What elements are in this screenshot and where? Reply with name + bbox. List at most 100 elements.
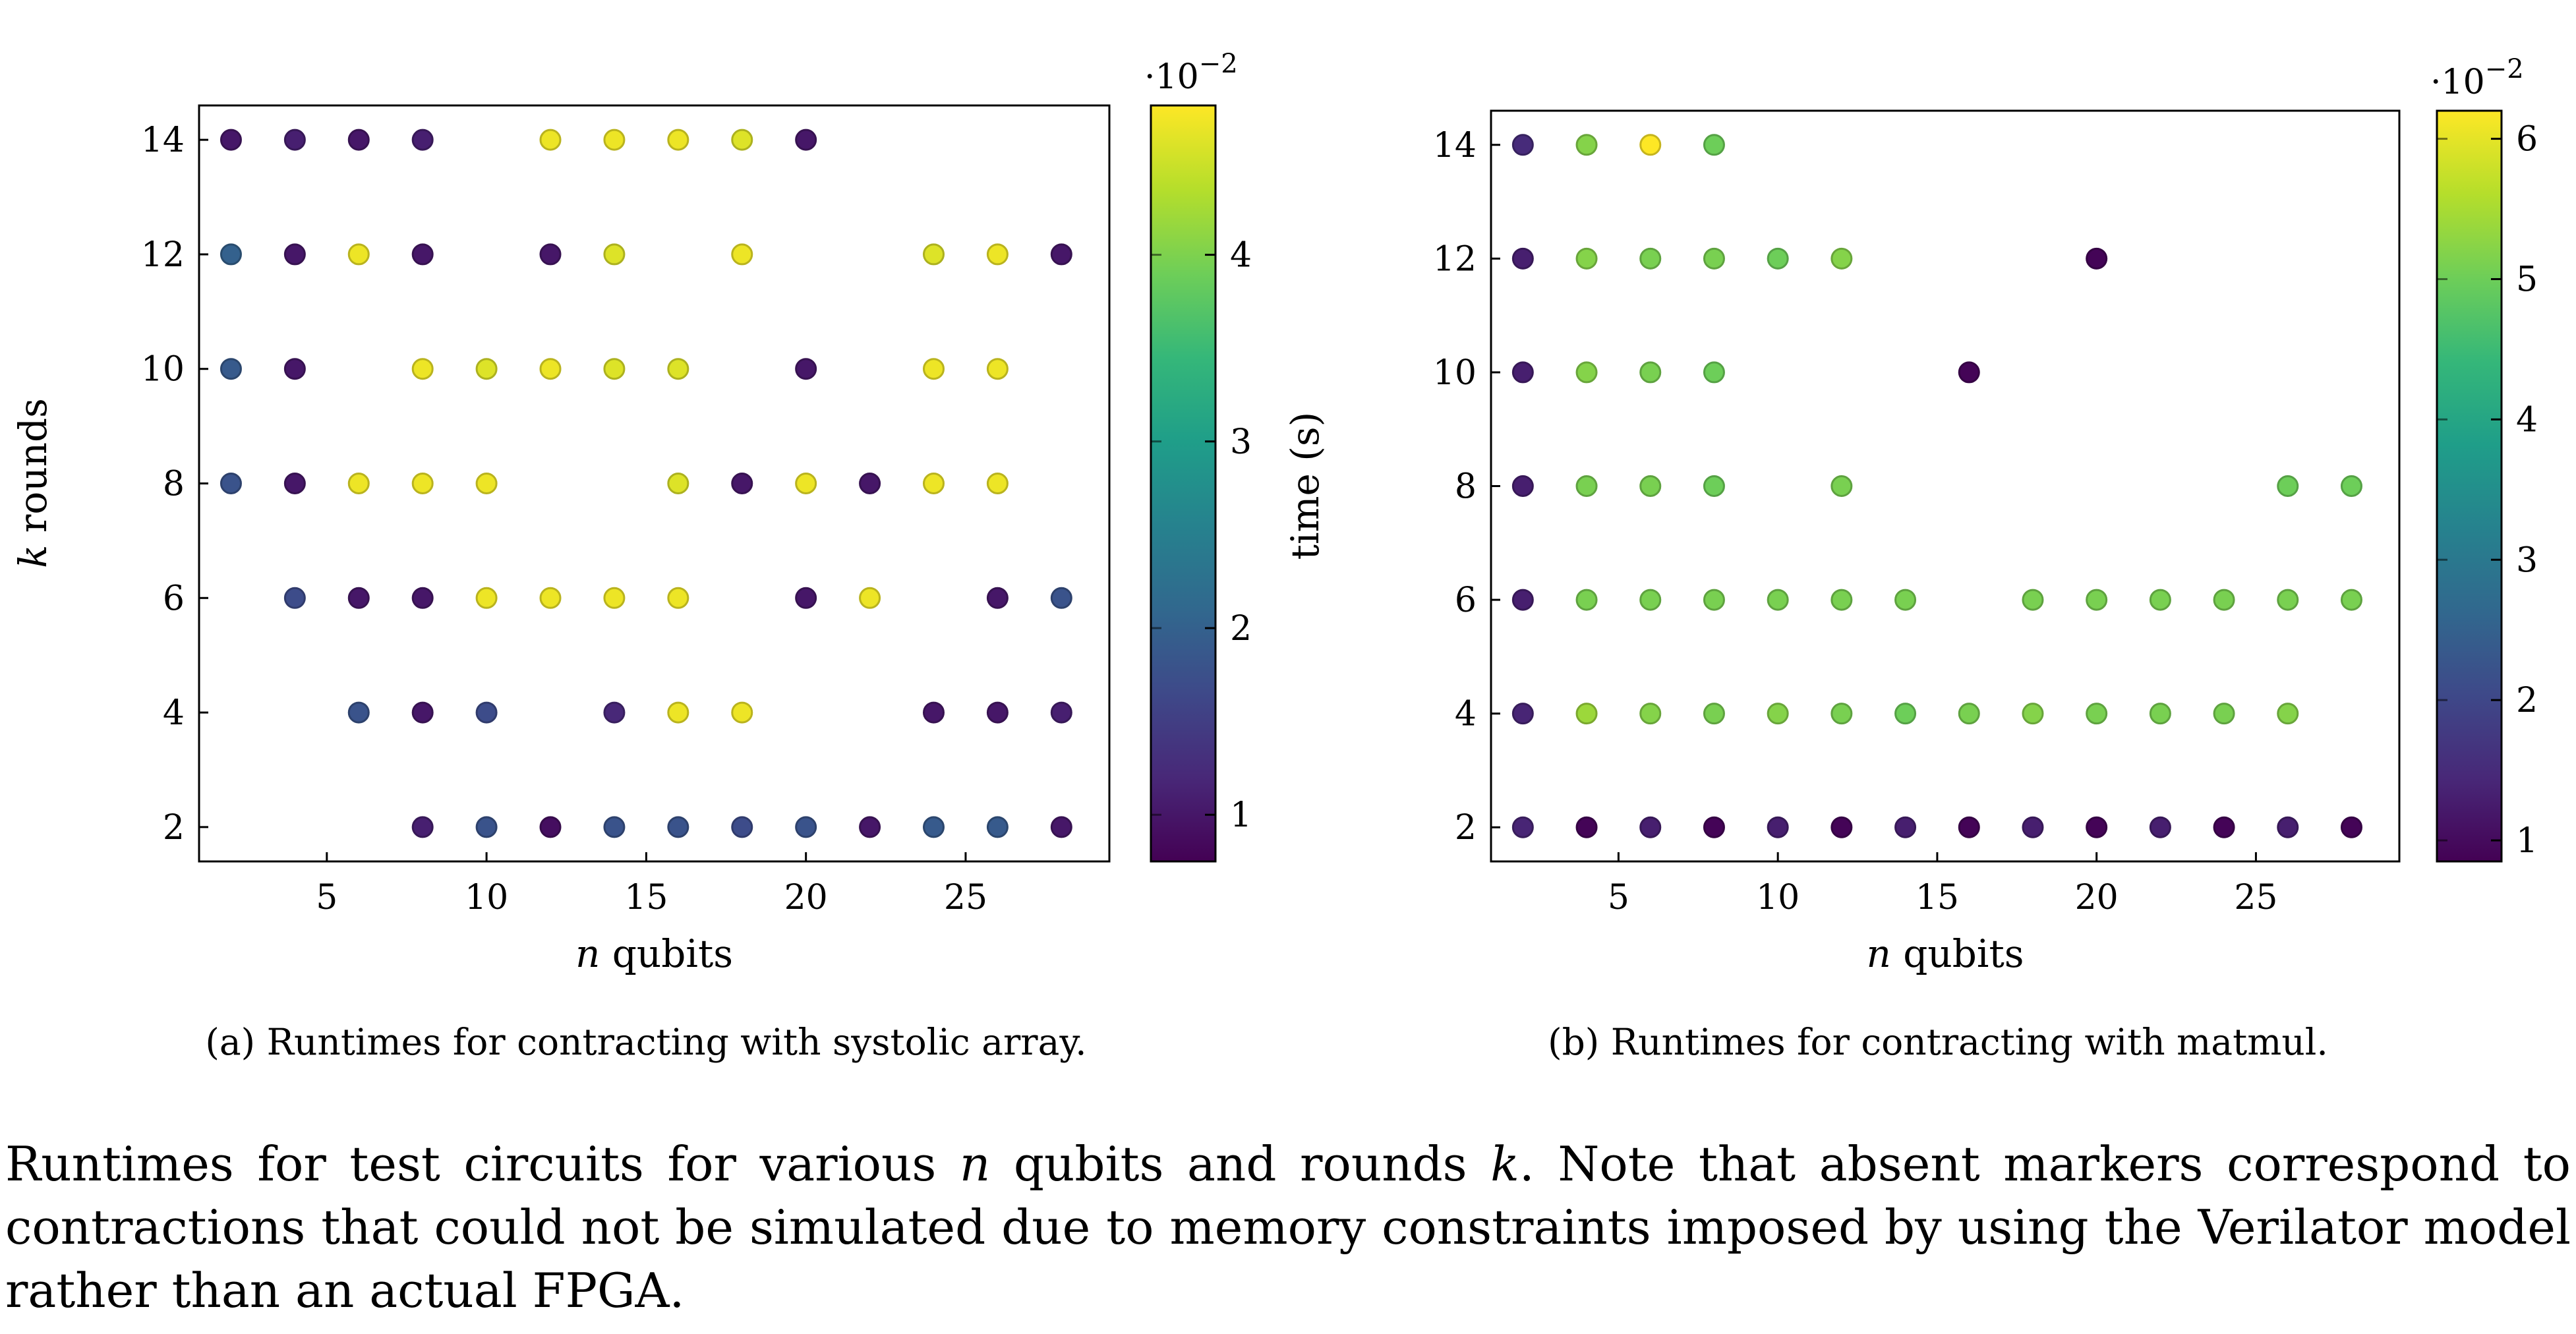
x-tick-label: 10 <box>465 878 508 917</box>
data-point <box>986 243 1009 266</box>
colorbar-gradient <box>1151 105 1215 861</box>
data-point <box>283 243 306 266</box>
data-point <box>731 129 753 151</box>
data-point <box>2149 703 2171 725</box>
subcaption-text: Runtimes for contracting with systolic a… <box>267 1021 1087 1063</box>
data-point <box>1703 475 1725 497</box>
data-point <box>922 473 945 494</box>
y-tick-label: 10 <box>141 350 185 390</box>
data-point <box>220 473 242 494</box>
data-point <box>475 701 498 724</box>
data-point <box>667 129 689 151</box>
data-point <box>539 129 562 151</box>
data-point <box>2149 816 2171 838</box>
data-point <box>2149 589 2171 611</box>
data-point <box>283 473 306 494</box>
data-point <box>411 473 434 494</box>
x-axis-label-text: qubits <box>1891 931 2024 976</box>
data-point <box>411 587 434 609</box>
data-point <box>1575 475 1598 497</box>
data-point <box>922 701 945 724</box>
axes-frame <box>1490 109 2401 863</box>
data-point <box>1639 361 1662 384</box>
caption-var-k: k <box>1490 1136 1519 1192</box>
data-point <box>2086 247 2108 270</box>
y-axis-label-var: k <box>11 545 55 568</box>
data-point <box>859 473 881 494</box>
data-point <box>539 243 562 266</box>
data-point <box>1703 134 1725 156</box>
data-point <box>1050 243 1072 266</box>
data-point <box>603 358 626 380</box>
x-tick-label: 5 <box>316 878 337 917</box>
data-point <box>667 701 689 724</box>
caption-var-n: n <box>959 1136 991 1192</box>
colorbar-frame <box>2436 109 2503 863</box>
y-tick-label: 6 <box>163 579 185 618</box>
data-point <box>1639 589 1662 611</box>
data-point <box>475 587 498 609</box>
data-point <box>1575 589 1598 611</box>
data-point <box>2022 589 2044 611</box>
data-point <box>1894 703 1917 725</box>
data-point <box>1511 703 1534 725</box>
data-point <box>1050 701 1072 724</box>
data-point <box>347 243 370 266</box>
x-axis-label: n qubits <box>1866 931 2024 976</box>
data-point <box>922 816 945 838</box>
caption-part-3: . Note that absent markers correspond to… <box>5 1136 2571 1318</box>
x-tick-label: 20 <box>2075 878 2119 917</box>
data-point <box>1894 589 1917 611</box>
data-point <box>1511 134 1534 156</box>
data-point <box>2213 703 2235 725</box>
y-axis-label-text: rounds <box>11 398 55 545</box>
data-point <box>986 587 1009 609</box>
data-point <box>1511 816 1534 838</box>
data-point <box>667 587 689 609</box>
x-axis-label-var: n <box>1866 931 1890 976</box>
data-point <box>2277 475 2299 497</box>
y-axis-label-text: time (s) <box>1283 412 1328 560</box>
colorbar-tick-label: 1 <box>2516 821 2538 861</box>
y-tick-label: 4 <box>163 693 185 733</box>
axes-frame <box>198 104 1111 863</box>
data-point <box>1639 703 1662 725</box>
data-point <box>411 129 434 151</box>
data-point <box>603 587 626 609</box>
x-tick-label: 25 <box>2234 878 2277 917</box>
data-point <box>795 358 817 380</box>
data-point <box>1639 134 1662 156</box>
data-point <box>475 816 498 838</box>
x-axis-label-var: n <box>575 931 600 976</box>
data-point <box>1830 589 1853 611</box>
data-point <box>2086 589 2108 611</box>
colorbar-tick-label: 6 <box>2516 120 2538 160</box>
data-point <box>2340 475 2362 497</box>
x-tick-label: 10 <box>1756 878 1800 917</box>
x-tick-label: 15 <box>1916 878 1959 917</box>
data-point <box>1575 247 1598 270</box>
data-point <box>603 243 626 266</box>
data-point <box>220 129 242 151</box>
subcaption-tag: (b) <box>1548 1021 1611 1063</box>
data-point <box>1050 587 1072 609</box>
data-point <box>2022 703 2044 725</box>
data-point <box>1767 247 1789 270</box>
y-axis-label: time (s) <box>1283 412 1328 560</box>
data-point <box>1639 816 1662 838</box>
colorbar-exponent: ·10−2 <box>2430 54 2524 102</box>
colorbar-tick-label: 4 <box>2516 400 2538 440</box>
colorbar-gradient <box>2437 111 2502 861</box>
data-point <box>795 587 817 609</box>
data-point <box>1703 816 1725 838</box>
data-point <box>986 358 1009 380</box>
y-tick-label: 12 <box>1433 239 1477 279</box>
data-point <box>922 243 945 266</box>
data-point <box>411 243 434 266</box>
data-point <box>1639 475 1662 497</box>
y-tick-label: 2 <box>163 808 185 848</box>
caption-part-2: qubits and rounds <box>990 1136 1491 1192</box>
data-point <box>1830 475 1853 497</box>
